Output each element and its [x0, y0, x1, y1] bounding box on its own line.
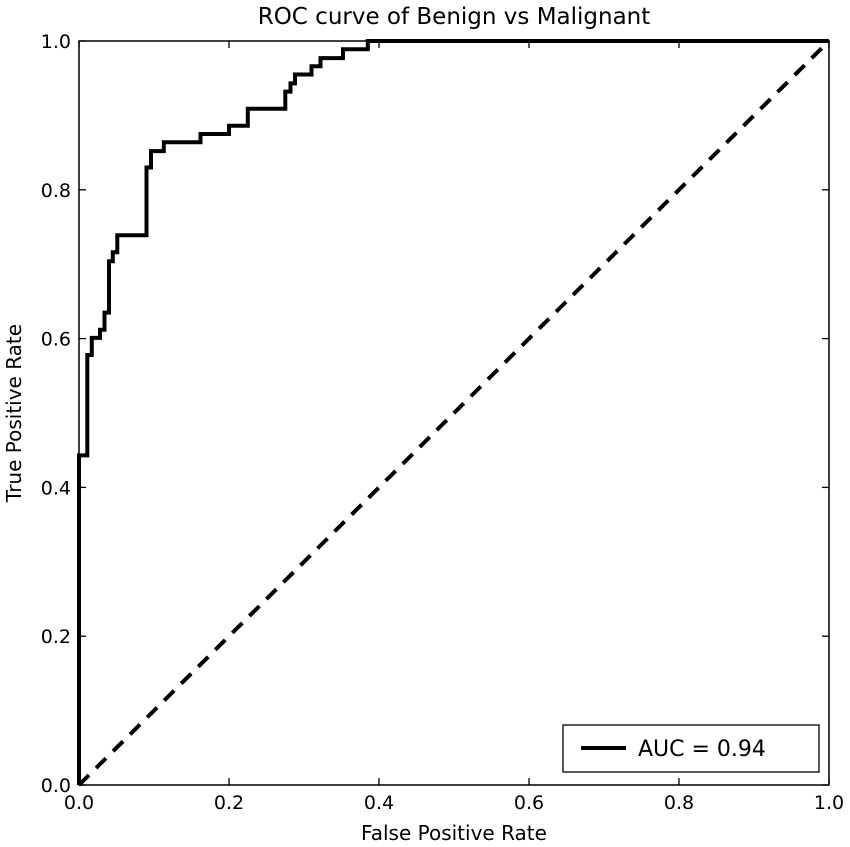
y-axis-label: True Positive Rate — [2, 324, 26, 503]
y-tick-label: 0.0 — [41, 775, 71, 797]
x-axis-label: False Positive Rate — [361, 821, 547, 845]
y-tick-label: 0.8 — [41, 180, 71, 202]
legend: AUC = 0.94 — [562, 724, 820, 773]
y-tick-label: 0.6 — [41, 329, 71, 351]
legend-entry-label: AUC = 0.94 — [638, 737, 766, 762]
roc-curve-line — [77, 39, 829, 785]
x-tick-label: 1.0 — [814, 792, 844, 814]
x-tick-label: 0.2 — [214, 792, 244, 814]
x-tick-label: 0.6 — [514, 792, 544, 814]
x-axis: 0.0 0.2 0.4 0.6 0.8 1.0 — [64, 41, 844, 814]
x-tick-label: 0.8 — [664, 792, 694, 814]
y-tick-label: 0.4 — [41, 477, 71, 499]
x-tick-label: 0.4 — [364, 792, 394, 814]
y-tick-label: 0.2 — [41, 626, 71, 648]
plot-frame — [78, 40, 830, 786]
chart-title: ROC curve of Benign vs Malignant — [258, 4, 651, 30]
x-tick-label: 0.0 — [64, 792, 94, 814]
y-axis: 0.0 0.2 0.4 0.6 0.8 1.0 — [41, 31, 829, 797]
plot-area — [77, 39, 831, 787]
y-tick-label: 1.0 — [41, 31, 71, 53]
chance-diagonal-line — [77, 39, 831, 787]
